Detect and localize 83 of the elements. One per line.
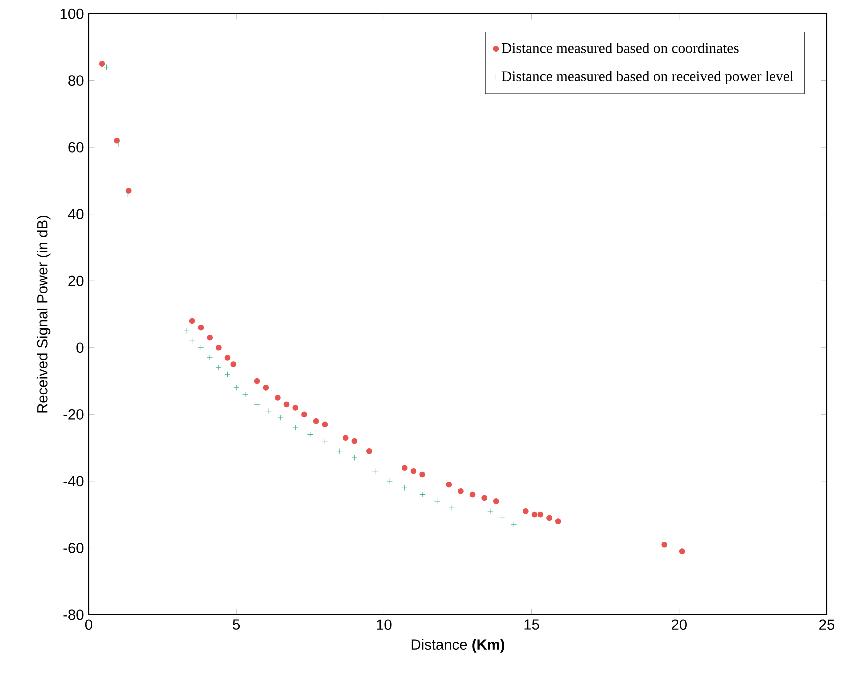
y-tick-label: 0 — [76, 342, 84, 354]
point — [449, 505, 456, 512]
point — [274, 395, 281, 401]
point — [124, 191, 130, 198]
x-tick-label: 25 — [820, 620, 835, 630]
legend-label: Distance measured based on received power level — [502, 71, 794, 84]
y-tick-label: -40 — [64, 476, 84, 487]
y-tick-label: 60 — [68, 142, 84, 153]
point — [230, 362, 237, 368]
point — [207, 354, 213, 361]
point — [402, 465, 408, 472]
y-tick-label: -60 — [64, 543, 84, 554]
point — [470, 492, 476, 498]
point — [352, 455, 358, 461]
point — [555, 518, 562, 524]
x-tick-label: 10 — [377, 620, 392, 630]
point — [662, 542, 668, 548]
point — [302, 412, 308, 418]
point — [307, 432, 314, 438]
point — [352, 438, 358, 444]
y-tick-label: 40 — [68, 209, 84, 220]
point — [198, 324, 204, 331]
point — [322, 438, 328, 444]
point — [679, 548, 686, 554]
point — [284, 402, 290, 408]
point — [499, 515, 506, 522]
point — [254, 378, 260, 384]
y-tick-label: -80 — [64, 610, 84, 620]
point — [313, 418, 320, 424]
point — [183, 328, 190, 334]
x-tick-label: 15 — [524, 620, 540, 630]
point — [488, 508, 494, 514]
legend-label: Distance measured based on coordinates — [502, 42, 739, 54]
point — [266, 408, 272, 414]
point — [458, 488, 464, 494]
point — [114, 138, 120, 144]
x-tick-label: 20 — [672, 620, 687, 630]
point — [292, 425, 299, 431]
y-tick-label: -20 — [64, 409, 84, 420]
point — [224, 372, 231, 378]
point — [366, 448, 372, 454]
point — [189, 318, 196, 324]
point — [278, 415, 284, 421]
point — [254, 402, 260, 408]
x-axis-title: Distance (Km) — [412, 639, 505, 653]
point — [126, 188, 132, 194]
point — [420, 472, 426, 478]
point — [522, 508, 529, 514]
point — [372, 468, 378, 474]
point — [292, 405, 299, 411]
point — [263, 385, 270, 391]
point — [198, 344, 204, 351]
point — [387, 478, 394, 484]
point — [342, 435, 349, 441]
y-axis-title: Received Signal Power (in dB) — [37, 216, 51, 413]
point — [446, 482, 452, 488]
point — [216, 344, 222, 351]
point — [493, 498, 500, 504]
point — [116, 141, 122, 148]
point — [216, 364, 222, 371]
x-tick-label: 5 — [233, 620, 240, 630]
point — [420, 492, 426, 498]
x-tick-label: 0 — [85, 620, 92, 630]
point — [242, 392, 248, 398]
point — [104, 64, 110, 70]
point — [189, 338, 196, 344]
point — [482, 495, 488, 502]
y-tick-label: 80 — [68, 76, 84, 86]
point — [322, 422, 328, 428]
point — [546, 515, 552, 522]
point — [207, 334, 213, 341]
point — [538, 512, 544, 518]
point — [434, 498, 440, 504]
point — [410, 468, 417, 474]
point — [224, 354, 231, 361]
point — [511, 522, 518, 528]
y-tick-label: 100 — [60, 8, 84, 20]
point — [402, 485, 408, 492]
point — [99, 61, 106, 68]
point — [532, 512, 538, 518]
y-tick-label: 20 — [68, 276, 84, 286]
point — [234, 385, 240, 391]
point — [336, 448, 343, 454]
